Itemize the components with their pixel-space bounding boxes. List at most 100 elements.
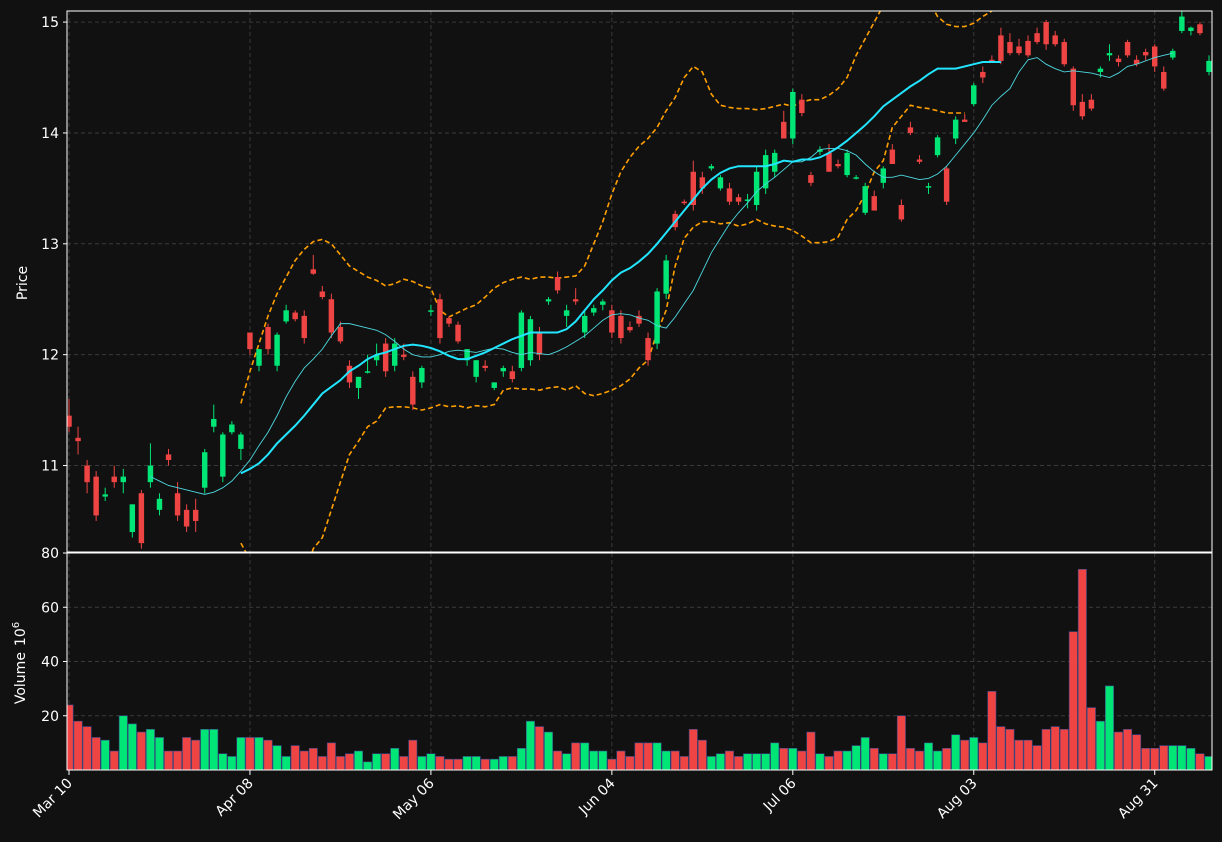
volume-bar <box>905 747 915 770</box>
candle-body <box>238 434 244 449</box>
volume-bar <box>308 747 318 770</box>
candle-body <box>192 509 199 521</box>
volume-bar <box>770 742 780 770</box>
candle-body <box>582 315 588 333</box>
volume-bar <box>435 756 445 770</box>
candle-body <box>509 371 516 380</box>
volume-bar <box>1059 729 1069 770</box>
candle-body <box>980 71 986 78</box>
volume-bar <box>145 729 155 770</box>
candle-body <box>627 326 633 331</box>
candle-body <box>1088 99 1095 109</box>
bollinger-upper-line <box>240 11 994 404</box>
candle-body <box>717 177 724 189</box>
volume-bar <box>553 750 563 770</box>
volume-bar <box>1005 729 1015 770</box>
price-tick-label: 12 <box>41 348 59 364</box>
volume-bar <box>598 750 608 770</box>
volume-bar <box>1195 753 1205 770</box>
candle-body <box>726 188 733 202</box>
volume-bar <box>797 750 807 770</box>
candle-body <box>1142 52 1149 56</box>
candle-body <box>183 509 190 527</box>
volume-bar <box>498 756 508 770</box>
volume-bar <box>182 737 192 770</box>
candle-body <box>1133 59 1140 65</box>
volume-bar <box>317 756 327 770</box>
candle-body <box>401 354 407 357</box>
volume-bar <box>408 739 418 770</box>
volume-bar <box>1023 739 1033 770</box>
candle-body <box>853 177 859 179</box>
volume-bar <box>607 758 617 770</box>
candle-body <box>609 310 615 333</box>
volume-bar <box>688 729 698 770</box>
candle-body <box>862 186 868 213</box>
candle-body <box>428 310 434 312</box>
volume-bar <box>1105 685 1114 770</box>
volume-tick-label: 20 <box>41 709 59 725</box>
volume-bar <box>363 761 373 770</box>
candle-body <box>835 163 841 167</box>
candle-body <box>1034 33 1040 43</box>
price-tick-label: 15 <box>41 15 59 31</box>
volume-bar <box>815 753 825 770</box>
candle-body <box>826 152 832 172</box>
candle-body <box>781 121 787 139</box>
volume-bar <box>254 737 264 770</box>
volume-bar <box>942 747 952 770</box>
volume-bar <box>1186 747 1196 770</box>
candle-body <box>392 343 398 366</box>
candle-body <box>943 168 950 202</box>
price-axis-label: Price <box>15 266 31 300</box>
candle-body <box>1152 46 1158 67</box>
candle-body <box>1007 42 1013 54</box>
candle-body <box>618 315 624 339</box>
candle-body <box>174 493 181 516</box>
candle-body <box>600 301 606 305</box>
candle-body <box>120 476 126 483</box>
volume-axis-label-exponent: 6 <box>11 622 22 628</box>
candle-body <box>220 434 226 477</box>
candle-body <box>274 334 280 366</box>
volume-bar <box>1159 745 1169 770</box>
volume-bar <box>67 704 74 770</box>
volume-bar <box>860 737 870 770</box>
candle-body <box>1079 101 1086 117</box>
volume-bar <box>1077 568 1087 770</box>
candle-body <box>337 326 344 342</box>
volume-bar <box>381 753 391 770</box>
volume-bar <box>706 756 716 770</box>
volume-bar <box>734 756 743 770</box>
volume-bar <box>281 756 291 770</box>
candle-body <box>889 149 896 164</box>
bollinger-bands <box>240 11 994 552</box>
candle-body <box>545 299 552 302</box>
candle-body <box>1016 46 1022 54</box>
volume-bar <box>788 747 798 770</box>
candlesticks <box>67 11 1212 549</box>
candle-body <box>410 376 416 405</box>
volume-bar <box>417 756 427 770</box>
volume-bar <box>200 729 210 770</box>
candle-body <box>473 360 479 377</box>
candle-body <box>1097 68 1104 72</box>
volume-bar <box>544 731 553 770</box>
volume-bar <box>462 756 472 770</box>
volume-bar <box>91 737 101 770</box>
candle-body <box>165 454 172 460</box>
candle-body <box>871 196 877 211</box>
volume-bar <box>480 758 490 770</box>
volume-bar <box>715 753 725 770</box>
candle-body <box>446 318 452 324</box>
candle-body <box>247 332 253 350</box>
volume-tick-label: 60 <box>41 600 59 616</box>
candle-body <box>1025 40 1031 56</box>
volume-bar <box>887 753 897 770</box>
volume-bar <box>118 715 128 770</box>
candle-body <box>202 452 208 488</box>
candle-body <box>962 119 968 122</box>
volume-bar <box>978 742 988 770</box>
candle-body <box>898 205 905 220</box>
volume-bar <box>1123 729 1133 770</box>
